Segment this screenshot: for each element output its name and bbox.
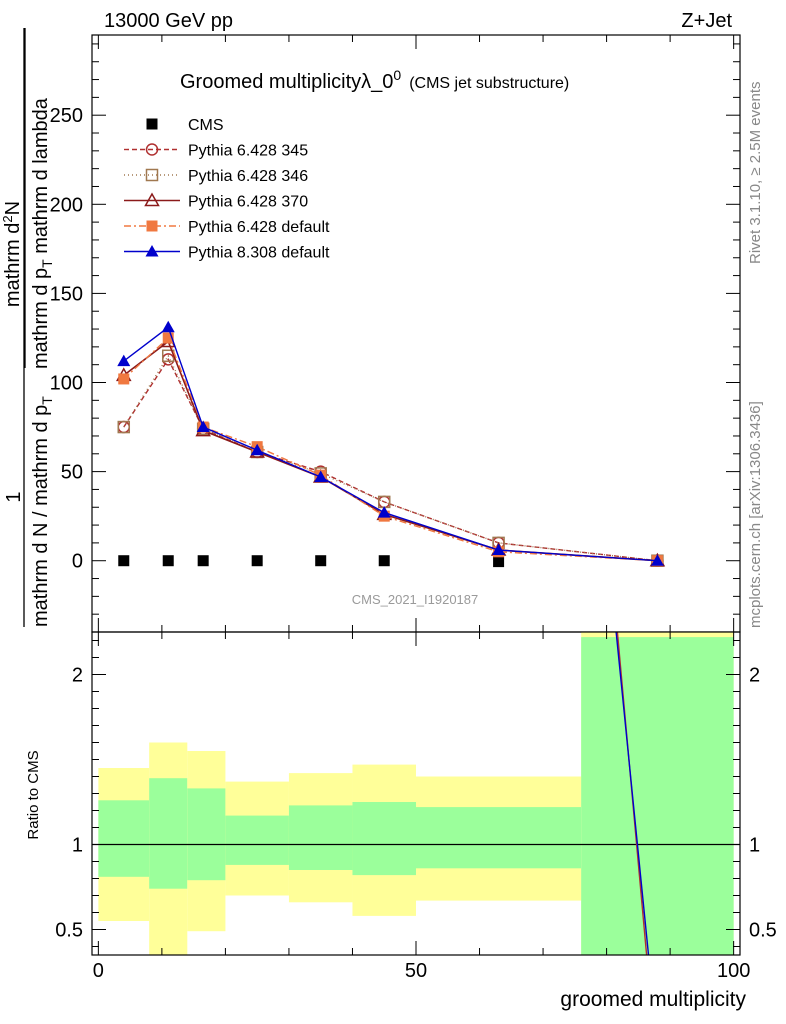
legend-marker — [145, 143, 159, 156]
xtick-label: 0 — [93, 960, 104, 982]
legend-entry: CMS — [146, 117, 224, 134]
series-2 — [117, 349, 664, 567]
series-line — [123, 326, 658, 562]
legend-entry: Pythia 8.308 default — [124, 245, 330, 262]
main-series-layer — [115, 320, 666, 568]
data-point — [650, 554, 664, 566]
legend-entry: Pythia 6.428 370 — [124, 192, 308, 211]
data-point — [250, 443, 264, 456]
legend-label: Pythia 6.428 default — [188, 219, 330, 236]
legend-entry: Pythia 6.428 346 — [124, 168, 308, 185]
ytick-label: 0 — [72, 551, 83, 573]
legend-label: CMS — [188, 117, 224, 134]
green-band — [416, 807, 582, 869]
data-point — [162, 555, 174, 567]
legend-marker — [146, 118, 158, 130]
green-band — [581, 637, 734, 955]
xlabel: groomed multiplicity — [560, 988, 746, 1011]
legend-label: Pythia 6.428 345 — [188, 143, 308, 160]
legend-label: Pythia 6.428 370 — [188, 194, 308, 211]
ylabel-num: mathrm d2N — [0, 201, 24, 307]
ratio-ytick-label-right: 0.5 — [749, 920, 777, 942]
ratio-panel — [92, 632, 740, 955]
green-band — [98, 800, 150, 877]
legend-marker — [144, 192, 160, 207]
ratio-ytick-label: 2 — [72, 665, 83, 687]
xtick-label: 50 — [405, 960, 427, 982]
legend-marker — [146, 220, 158, 232]
ratio-axes: 0.5 0.5 1 1 2 2 0 50 100 — [55, 631, 777, 982]
mcplots-label: mcplots.cern.ch [arXiv:1306.3436] — [747, 401, 764, 628]
ratio-lines-layer — [615, 631, 650, 956]
series-line — [123, 357, 658, 562]
series-line — [123, 354, 658, 562]
data-point — [117, 354, 131, 367]
chart-title-sup: 0 — [393, 67, 401, 83]
ytick-label: 100 — [50, 373, 83, 395]
series-line — [123, 340, 658, 562]
ratio-ytick-label-right: 1 — [749, 835, 760, 857]
chart-title-sub: (CMS jet substructure) — [409, 75, 569, 92]
series-4 — [118, 332, 663, 567]
data-point — [251, 555, 263, 567]
energy-label: 13000 GeV pp — [104, 10, 233, 32]
data-point — [118, 555, 130, 567]
legend-label: Pythia 8.308 default — [188, 245, 330, 262]
legend-marker — [145, 168, 159, 182]
data-point — [162, 332, 174, 344]
data-point — [314, 470, 328, 482]
main-ylabel: 1 mathrm d N / mathrm d pT mathrm d2N ma… — [0, 28, 55, 627]
main-axes: 0 50 100 150 200 250 — [50, 34, 741, 633]
ratio-ytick-label: 1 — [72, 835, 83, 857]
legend-entry: Pythia 6.428 default — [124, 219, 330, 236]
ylabel-den: mathrm d pT mathrm d lambda — [30, 97, 55, 369]
green-band — [187, 788, 226, 881]
data-point — [378, 555, 390, 567]
legend-label: Pythia 6.428 346 — [188, 168, 308, 185]
ytick-label: 50 — [61, 462, 83, 484]
process-label: Z+Jet — [681, 10, 732, 32]
ratio-ytick-label-right: 2 — [749, 665, 760, 687]
data-point — [492, 543, 506, 556]
xtick-label: 100 — [717, 960, 750, 982]
chart-title: Groomed multiplicityλ_00 (CMS jet substru… — [180, 67, 569, 93]
series-3 — [115, 333, 666, 567]
data-point — [493, 556, 505, 568]
green-band — [149, 778, 188, 889]
chart-title-main: Groomed multiplicityλ_0 — [180, 71, 393, 93]
data-point — [315, 555, 327, 567]
green-band — [225, 815, 289, 865]
series-line — [123, 336, 658, 562]
legend-entry: Pythia 6.428 345 — [124, 143, 308, 160]
data-point — [196, 420, 210, 433]
ytick-label: 150 — [50, 283, 83, 305]
ratio-ytick-label: 0.5 — [55, 920, 83, 942]
data-point — [197, 555, 209, 567]
ratio-ylabel: Ratio to CMS — [25, 750, 42, 839]
ratio-line — [615, 631, 650, 956]
data-point — [377, 506, 391, 518]
series-1 — [117, 353, 664, 567]
data-point — [161, 320, 175, 333]
data-point — [118, 373, 130, 385]
green-band — [288, 805, 353, 870]
ylabel-prefix-den: mathrm d N / mathrm d pT — [30, 396, 55, 627]
legend: CMS Pythia 6.428 345 Pythia 6.428 346 Pythi… — [124, 117, 330, 262]
legend-marker — [145, 245, 159, 257]
watermark-label: CMS_2021_I1920187 — [352, 592, 479, 607]
ytick-label: 200 — [50, 194, 83, 216]
green-band — [352, 802, 416, 876]
data-point — [117, 420, 131, 434]
rivet-label: Rivet 3.1.10, ≥ 2.5M events — [747, 82, 764, 265]
ylabel-prefix-num: 1 — [3, 491, 25, 502]
series-5 — [117, 320, 664, 566]
ytick-label: 250 — [50, 105, 83, 127]
